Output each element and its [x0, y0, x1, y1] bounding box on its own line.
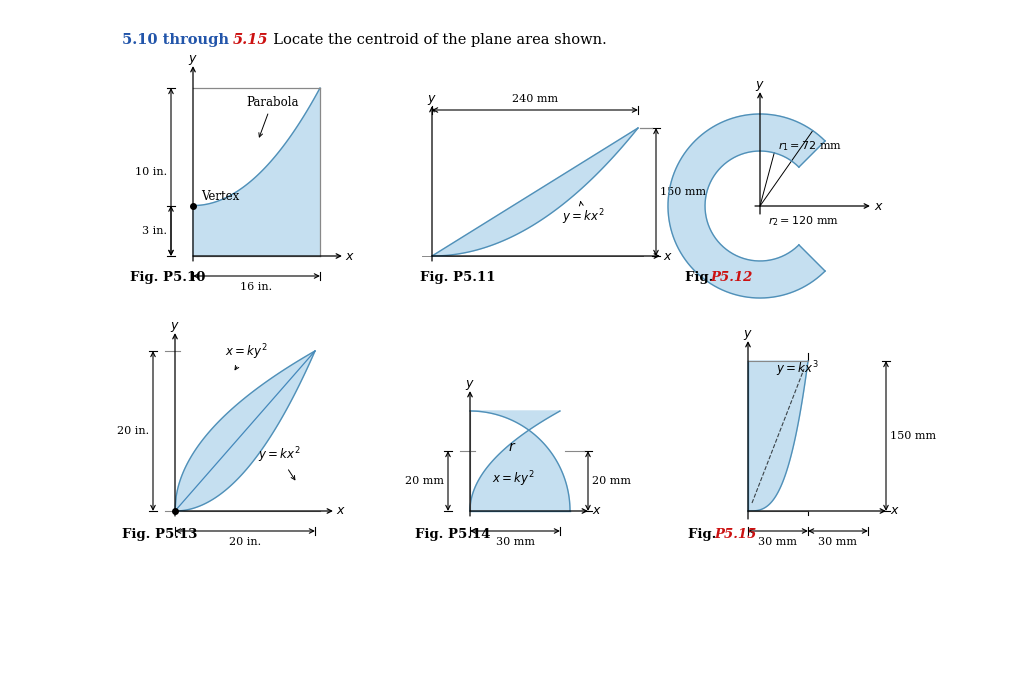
- Text: $y = kx^2$: $y = kx^2$: [258, 445, 300, 480]
- Text: $r_1 = 72$ mm: $r_1 = 72$ mm: [778, 139, 843, 153]
- Text: Fig.: Fig.: [685, 271, 718, 284]
- Text: 20 mm: 20 mm: [592, 476, 631, 486]
- Text: 150 mm: 150 mm: [890, 431, 936, 441]
- Text: P5.15: P5.15: [714, 528, 757, 541]
- Text: $y$: $y$: [743, 328, 753, 342]
- Text: $x$: $x$: [336, 504, 346, 517]
- Text: $x = ky^2$: $x = ky^2$: [225, 342, 267, 370]
- Text: $x$: $x$: [592, 504, 602, 517]
- Text: 5.15: 5.15: [233, 33, 268, 47]
- Text: 20 mm: 20 mm: [406, 476, 444, 486]
- Text: Fig.: Fig.: [688, 528, 721, 541]
- Text: Vertex: Vertex: [201, 189, 240, 202]
- Text: 20 in.: 20 in.: [117, 426, 150, 436]
- Text: Locate the centroid of the plane area shown.: Locate the centroid of the plane area sh…: [264, 33, 607, 47]
- Polygon shape: [748, 361, 808, 511]
- Text: Parabola: Parabola: [246, 95, 299, 137]
- Text: $r_2 = 120$ mm: $r_2 = 120$ mm: [768, 214, 839, 228]
- Text: $x$: $x$: [663, 250, 673, 263]
- Text: 10 in.: 10 in.: [135, 167, 167, 177]
- Text: $x$: $x$: [345, 250, 355, 263]
- Text: 3 in.: 3 in.: [142, 226, 167, 236]
- Text: $r$: $r$: [508, 440, 516, 454]
- Text: 240 mm: 240 mm: [512, 94, 558, 104]
- Text: 20 in.: 20 in.: [229, 537, 261, 547]
- Text: $x$: $x$: [890, 504, 900, 517]
- Text: Fig. P5.14: Fig. P5.14: [415, 528, 490, 541]
- Polygon shape: [175, 351, 315, 511]
- Text: 5.10 through: 5.10 through: [122, 33, 234, 47]
- Text: P5.12: P5.12: [710, 271, 753, 284]
- Text: Fig. P5.13: Fig. P5.13: [122, 528, 198, 541]
- Text: $y$: $y$: [755, 79, 765, 93]
- Text: $y$: $y$: [427, 93, 437, 107]
- Text: Fig. P5.10: Fig. P5.10: [130, 271, 206, 284]
- Text: $y$: $y$: [465, 378, 475, 392]
- Text: 30 mm: 30 mm: [496, 537, 535, 547]
- Text: 30 mm: 30 mm: [759, 537, 798, 547]
- Text: 150 mm: 150 mm: [660, 187, 707, 197]
- Text: 16 in.: 16 in.: [241, 282, 272, 292]
- Text: 30 mm: 30 mm: [818, 537, 857, 547]
- Polygon shape: [668, 114, 825, 298]
- Text: $y$: $y$: [170, 320, 180, 334]
- Polygon shape: [193, 88, 319, 256]
- Text: $x = ky^2$: $x = ky^2$: [492, 469, 535, 488]
- Text: $y = kx^3$: $y = kx^3$: [776, 359, 818, 379]
- Text: $y$: $y$: [188, 53, 198, 67]
- Polygon shape: [432, 128, 638, 256]
- Polygon shape: [470, 411, 570, 511]
- Text: $y = kx^2$: $y = kx^2$: [562, 202, 604, 226]
- Text: Fig. P5.11: Fig. P5.11: [420, 271, 496, 284]
- Text: $x$: $x$: [874, 200, 884, 213]
